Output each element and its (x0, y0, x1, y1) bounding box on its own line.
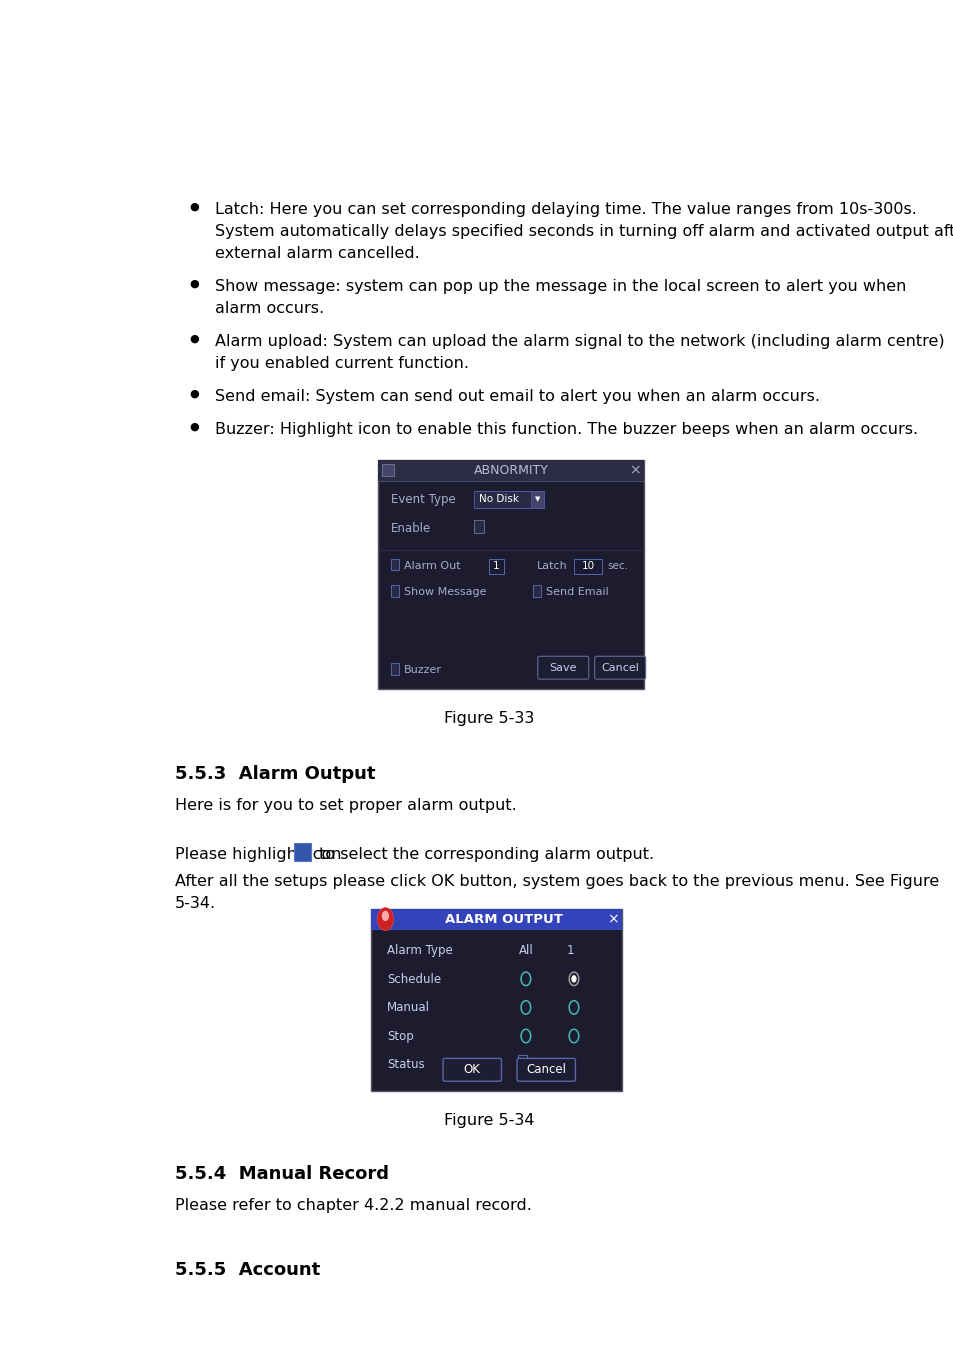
Text: alarm occurs.: alarm occurs. (215, 301, 324, 316)
Text: Latch: Latch (537, 560, 567, 571)
Bar (391, 663, 399, 675)
Bar (370, 909, 621, 1091)
Text: 5-34.: 5-34. (174, 896, 215, 911)
Text: sec.: sec. (606, 562, 628, 571)
Text: ●: ● (190, 389, 199, 400)
FancyBboxPatch shape (442, 1058, 501, 1081)
Text: Please highlight icon: Please highlight icon (174, 848, 346, 863)
FancyBboxPatch shape (537, 656, 588, 679)
Text: Latch: Here you can set corresponding delaying time. The value ranges from 10s-3: Latch: Here you can set corresponding de… (215, 201, 916, 216)
Text: ×: × (607, 913, 618, 926)
Text: Event Type: Event Type (391, 493, 456, 506)
Text: After all the setups please click OK button, system goes back to the previous me: After all the setups please click OK but… (174, 873, 938, 888)
Text: 10: 10 (580, 562, 594, 571)
Text: 1: 1 (493, 562, 499, 571)
Bar (377, 460, 643, 688)
Bar (474, 491, 544, 508)
Circle shape (376, 907, 394, 930)
Bar (531, 491, 544, 508)
Text: Send email: System can send out email to alert you when an alarm occurs.: Send email: System can send out email to… (215, 389, 820, 404)
Text: if you enabled current function.: if you enabled current function. (215, 356, 469, 371)
Text: to select the corresponding alarm output.: to select the corresponding alarm output… (314, 848, 654, 863)
Text: 1: 1 (566, 944, 574, 957)
Text: Status: Status (387, 1058, 424, 1072)
Text: Alarm Type: Alarm Type (387, 944, 452, 957)
Text: Show Message: Show Message (403, 587, 486, 597)
Text: Figure 5-34: Figure 5-34 (443, 1114, 534, 1129)
FancyBboxPatch shape (594, 656, 645, 679)
Bar (370, 909, 621, 929)
Bar (533, 585, 541, 597)
Text: ×: × (629, 463, 640, 477)
Text: ●: ● (190, 333, 199, 344)
Circle shape (381, 911, 389, 921)
Text: Enable: Enable (391, 521, 431, 535)
Bar (391, 585, 399, 597)
Bar (518, 1056, 527, 1068)
Text: Alarm Out: Alarm Out (403, 560, 460, 571)
Text: Buzzer: Highlight icon to enable this function. The buzzer beeps when an alarm o: Buzzer: Highlight icon to enable this fu… (215, 423, 918, 437)
Text: System automatically delays specified seconds in turning off alarm and activated: System automatically delays specified se… (215, 224, 953, 239)
Bar (574, 559, 601, 574)
Text: ABNORMITY: ABNORMITY (474, 463, 548, 477)
Text: Cancel: Cancel (600, 663, 639, 672)
Text: Here is for you to set proper alarm output.: Here is for you to set proper alarm outp… (174, 798, 516, 813)
Text: Cancel: Cancel (526, 1064, 566, 1076)
Text: Figure 5-33: Figure 5-33 (443, 711, 534, 726)
Text: ALARM OUTPUT: ALARM OUTPUT (444, 913, 562, 926)
Bar (391, 559, 399, 570)
Text: OK: OK (463, 1064, 480, 1076)
Text: All: All (518, 944, 533, 957)
Text: ●: ● (190, 279, 199, 289)
Bar (382, 464, 394, 477)
Text: Send Email: Send Email (545, 587, 608, 597)
Text: Alarm upload: System can upload the alarm signal to the network (including alarm: Alarm upload: System can upload the alar… (215, 333, 944, 350)
Bar (294, 844, 310, 861)
Text: Save: Save (549, 663, 577, 672)
Bar (377, 460, 643, 481)
Text: 5.5.5  Account: 5.5.5 Account (174, 1261, 319, 1278)
Text: 5.5.4  Manual Record: 5.5.4 Manual Record (174, 1165, 388, 1184)
Bar (474, 520, 483, 533)
Text: Stop: Stop (387, 1030, 414, 1042)
FancyBboxPatch shape (517, 1058, 575, 1081)
Text: Manual: Manual (387, 1002, 430, 1014)
Text: Schedule: Schedule (387, 972, 440, 986)
Bar (488, 559, 503, 574)
Text: 5.5.3  Alarm Output: 5.5.3 Alarm Output (174, 765, 375, 783)
Text: ▼: ▼ (535, 497, 539, 502)
Text: ●: ● (190, 423, 199, 432)
Text: No Disk: No Disk (478, 494, 518, 505)
Text: ●: ● (190, 201, 199, 212)
Text: Please refer to chapter 4.2.2 manual record.: Please refer to chapter 4.2.2 manual rec… (174, 1199, 531, 1214)
Text: Show message: system can pop up the message in the local screen to alert you whe: Show message: system can pop up the mess… (215, 279, 905, 294)
Circle shape (571, 975, 576, 983)
Text: Buzzer: Buzzer (403, 666, 441, 675)
Text: external alarm cancelled.: external alarm cancelled. (215, 246, 419, 261)
